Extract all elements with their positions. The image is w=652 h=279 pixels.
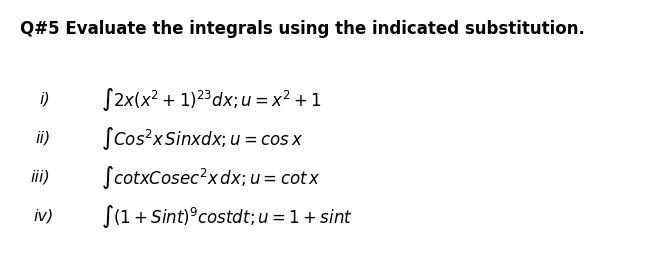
Text: $\int 2x(x^2 + 1)^{23}dx; u = x^2 + 1$: $\int 2x(x^2 + 1)^{23}dx; u = x^2 + 1$ [101, 86, 322, 112]
Text: $\int cotxCosec^2x\, dx; u = cot\, x$: $\int cotxCosec^2x\, dx; u = cot\, x$ [101, 164, 321, 191]
Text: i): i) [39, 92, 50, 107]
Text: iii): iii) [30, 170, 50, 185]
Text: Q#5 Evaluate the integrals using the indicated substitution.: Q#5 Evaluate the integrals using the ind… [20, 20, 584, 38]
Text: $\int (1 + Sint)^9 costdt; u = 1 + sint$: $\int (1 + Sint)^9 costdt; u = 1 + sint$ [101, 203, 353, 230]
Text: iv): iv) [34, 209, 54, 224]
Text: ii): ii) [36, 131, 51, 146]
Text: $\int Cos^2x\, Sinxdx; u = cos\, x$: $\int Cos^2x\, Sinxdx; u = cos\, x$ [101, 125, 303, 151]
